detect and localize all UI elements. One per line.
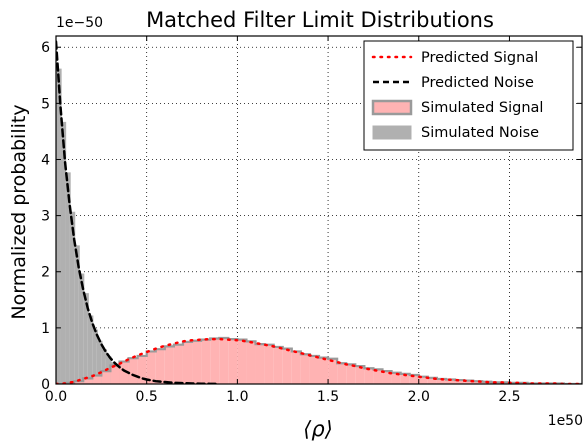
simulated-signal-bar	[328, 358, 338, 384]
simulated-signal-bar	[255, 344, 265, 384]
simulated-signal-bar	[464, 380, 474, 384]
x-tick-label: 2.5	[498, 389, 520, 405]
simulated-noise-bar	[92, 330, 97, 384]
plot-frame	[55, 35, 583, 385]
simulated-signal-bar	[300, 354, 310, 384]
simulated-signal-bar	[346, 364, 356, 384]
simulated-signal-bar	[101, 371, 111, 384]
simulated-signal-bar	[382, 371, 392, 384]
simulated-signal-bar	[309, 355, 319, 384]
simulated-noise-bar	[101, 350, 106, 384]
simulated-signal-bar	[246, 341, 256, 384]
simulated-signal-bar	[319, 357, 329, 384]
simulated-signal-bar	[201, 339, 211, 384]
legend-simulated-noise-swatch	[372, 125, 412, 140]
y-tick-label: 1	[41, 321, 50, 337]
simulated-signal-bar	[83, 378, 93, 384]
simulated-signal-bar	[119, 361, 129, 384]
simulated-signal-bar	[237, 339, 247, 384]
x-axis-label: ⟨ρ⟩	[303, 417, 333, 441]
simulated-signal-bar	[155, 349, 165, 384]
simulated-signal-bar	[164, 346, 174, 384]
legend: Predicted Signal Predicted Noise Simulat…	[363, 40, 574, 151]
y-tick-label: 2	[41, 265, 50, 281]
simulated-signal-bar	[182, 341, 193, 384]
simulated-signal-bar	[445, 379, 456, 384]
simulated-signal-bar	[128, 358, 138, 384]
simulated-noise-bar	[74, 246, 79, 384]
y-scale-label: 1e−50	[56, 15, 103, 31]
simulated-noise-bar	[83, 294, 88, 384]
simulated-signal-bar	[355, 366, 365, 384]
simulated-noise-bar	[65, 173, 70, 384]
simulated-signal-bar	[391, 372, 401, 384]
simulated-signal-bar	[74, 381, 84, 384]
simulated-signal-bar	[427, 377, 437, 384]
simulated-signal-bar	[282, 348, 292, 384]
simulated-signal-bar	[455, 380, 465, 384]
x-tick-label: 1.0	[226, 389, 248, 405]
x-tick-label: 0.0	[45, 389, 67, 405]
x-tick-label: 1.5	[317, 389, 339, 405]
legend-simulated-signal-label: Simulated Signal	[421, 100, 543, 116]
predicted-signal-line	[56, 337, 582, 384]
simulated-signal-bar	[273, 346, 283, 384]
y-tick-label: 6	[41, 40, 50, 56]
simulated-signal-bar	[373, 369, 383, 384]
simulated-signal-bar	[436, 378, 446, 384]
simulated-signal-bar	[291, 351, 301, 384]
simulated-noise-bar	[78, 274, 84, 384]
series-layer	[56, 40, 582, 384]
simulated-signal-bar	[264, 344, 274, 384]
simulated-signal-bar	[400, 373, 410, 384]
y-tick-label: 0	[41, 377, 50, 393]
simulated-signal-bar	[110, 365, 120, 384]
y-tick-label: 5	[41, 96, 50, 112]
simulated-signal-bar	[219, 337, 229, 384]
simulated-noise-bar	[60, 123, 66, 384]
simulated-signal-bar	[137, 355, 147, 384]
simulated-signal-bar	[92, 375, 102, 384]
simulated-noise-bar	[56, 69, 61, 384]
simulated-signal-bar	[364, 368, 374, 384]
simulated-signal-bar	[418, 376, 428, 384]
simulated-signal-bar	[337, 363, 347, 384]
simulated-noise-bar	[96, 341, 102, 384]
simulated-signal-bar	[146, 351, 156, 384]
simulated-signal-bar	[173, 344, 183, 384]
y-tick-label: 3	[41, 209, 50, 225]
simulated-signal-bar	[210, 338, 220, 384]
simulated-signal-bar	[409, 375, 419, 384]
simulated-signal-bar	[473, 381, 483, 384]
x-tick-label: 2.0	[408, 389, 430, 405]
ticks: 0.0 0.5 1.0 1.5 2.0 2.5 0 1 2 3 4 5 6	[41, 36, 582, 405]
y-tick-label: 4	[41, 152, 50, 168]
legend-simulated-noise-label: Simulated Noise	[421, 125, 539, 141]
x-tick-label: 0.5	[136, 389, 158, 405]
legend-predicted-signal-label: Predicted Signal	[421, 50, 538, 66]
simulated-signal-bar	[192, 340, 202, 384]
x-scale-label: 1e50	[548, 413, 583, 429]
chart-title: Matched Filter Limit Distributions	[146, 8, 494, 32]
predicted-noise-line	[56, 40, 221, 384]
legend-predicted-noise-label: Predicted Noise	[421, 75, 534, 91]
legend-simulated-signal-swatch	[371, 99, 413, 116]
simulated-signal-bar	[228, 339, 238, 384]
y-axis-label: Normalized probability	[8, 104, 30, 319]
simulated-noise-bar	[87, 316, 93, 384]
simulated-noise-bar	[69, 212, 75, 384]
